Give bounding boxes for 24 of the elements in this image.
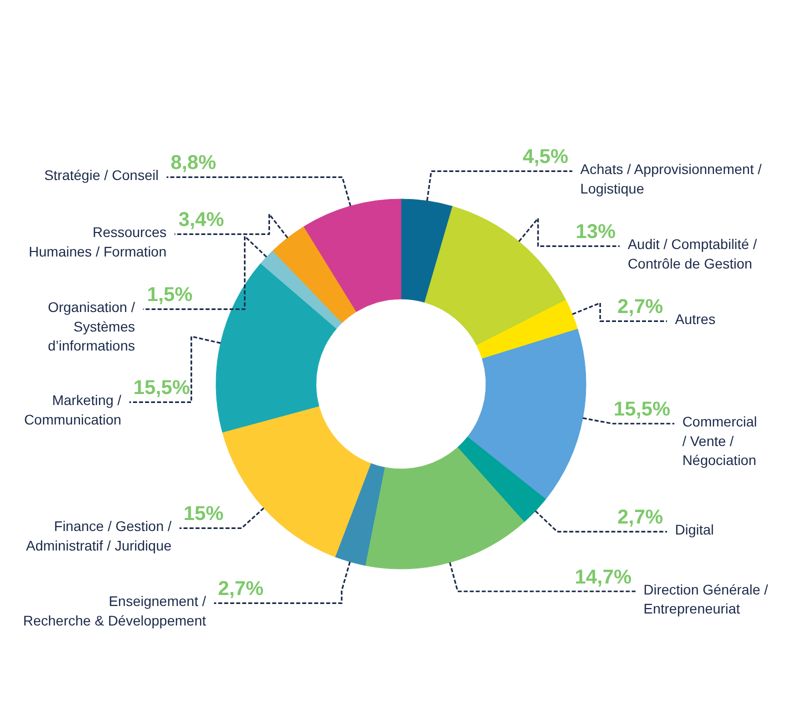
data-label: 15,5% xyxy=(133,377,190,400)
data-label: 15% xyxy=(184,503,224,526)
slice-label: Finance / Gestion / Administratif / Juridique xyxy=(26,518,172,554)
data-label: 8,8% xyxy=(170,152,216,174)
slice-label: Digital xyxy=(675,522,714,538)
data-label: 15,5% xyxy=(614,398,671,421)
data-label: 2,7% xyxy=(617,296,664,318)
slice-label: Audit / Comptabilité / Contrôle de Gestion xyxy=(628,236,757,272)
slice-label: Marketing / Communication xyxy=(24,392,122,428)
data-label: 2,7% xyxy=(617,506,664,529)
data-label: 13% xyxy=(576,221,616,244)
data-label: 2,7% xyxy=(218,578,264,600)
data-label: 4,5% xyxy=(522,146,569,168)
slice-label: Stratégie / Conseil xyxy=(44,167,159,184)
slice-label: Enseignement / Recherche & Développement xyxy=(23,593,206,628)
data-label: 3,4% xyxy=(178,209,224,232)
data-label: 14,7% xyxy=(574,566,632,588)
slice-label: Autres xyxy=(675,311,716,328)
slice-label: Organisation / Systèmes d’informations xyxy=(48,299,136,354)
slice-label: Commercial / Vente / Négociation xyxy=(682,414,758,468)
slice-label: Ressources Humaines / Formation xyxy=(28,224,167,260)
slice-label: Direction Générale / Entrepreneuriat xyxy=(644,581,768,617)
data-label: 1,5% xyxy=(147,284,193,306)
slice-label: Achats / Approvisionnement / Logistique xyxy=(580,161,762,196)
